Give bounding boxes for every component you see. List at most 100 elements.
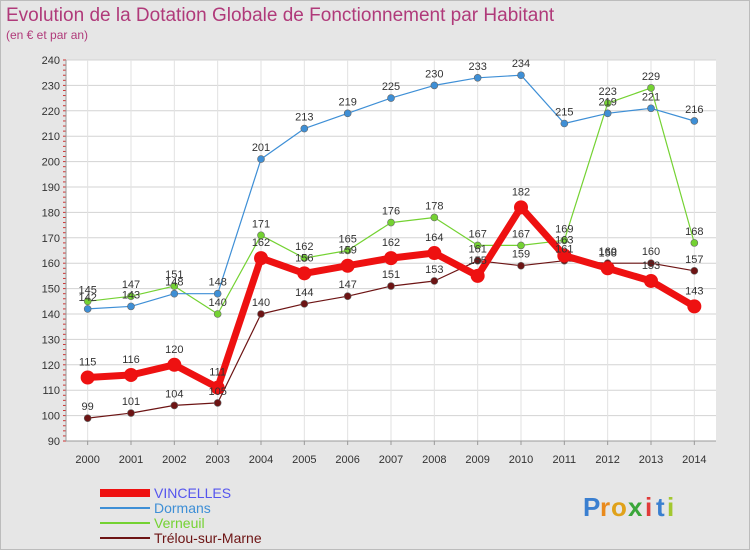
data-point xyxy=(300,124,309,133)
logo-letter: t xyxy=(656,492,665,522)
data-point xyxy=(384,251,398,266)
data-point xyxy=(297,266,312,281)
data-point xyxy=(430,81,439,90)
data-label: 219 xyxy=(598,96,616,108)
legend-label: VINCELLES xyxy=(154,485,231,501)
data-label: 234 xyxy=(512,58,530,70)
data-label: 120 xyxy=(165,344,183,356)
data-point xyxy=(690,239,699,247)
data-label: 162 xyxy=(252,237,270,249)
data-point xyxy=(213,289,222,298)
data-label: 182 xyxy=(512,186,530,198)
data-label: 225 xyxy=(382,81,400,93)
data-point xyxy=(430,277,439,285)
data-point xyxy=(254,251,268,266)
data-label: 151 xyxy=(165,269,183,281)
y-tick-label: 200 xyxy=(42,157,60,169)
data-label: 101 xyxy=(122,396,140,408)
data-label: 223 xyxy=(598,86,616,98)
x-tick-label: 2010 xyxy=(509,454,533,466)
y-tick-label: 230 xyxy=(42,80,60,92)
x-tick-label: 2014 xyxy=(682,454,706,466)
data-label: 161 xyxy=(468,244,486,256)
data-point xyxy=(300,300,309,308)
data-point xyxy=(473,256,482,265)
data-point xyxy=(690,267,699,275)
data-point xyxy=(644,273,658,288)
gridlines xyxy=(66,59,716,442)
data-point xyxy=(557,248,572,263)
data-label: 230 xyxy=(425,68,443,80)
data-label: 105 xyxy=(208,386,226,398)
data-label: 167 xyxy=(512,228,530,240)
data-label: 165 xyxy=(338,234,356,246)
y-tick-label: 160 xyxy=(42,258,60,270)
data-label: 143 xyxy=(685,285,703,297)
x-tick-label: 2013 xyxy=(639,454,663,466)
legend-label: Dormans xyxy=(154,500,211,516)
data-label: 162 xyxy=(295,241,313,253)
data-label: 145 xyxy=(78,284,96,296)
y-tick-label: 130 xyxy=(42,334,60,346)
data-label: 160 xyxy=(598,246,616,258)
data-label: 229 xyxy=(642,71,660,83)
data-label: 157 xyxy=(685,254,703,266)
logo-letter: P xyxy=(583,492,600,522)
data-label: 142 xyxy=(78,292,96,304)
data-point xyxy=(167,357,182,372)
data-label: 168 xyxy=(685,226,703,238)
data-label: 153 xyxy=(642,260,660,272)
y-tick-label: 90 xyxy=(48,436,60,448)
data-point xyxy=(517,241,525,250)
data-label: 140 xyxy=(252,297,270,309)
data-label: 221 xyxy=(642,91,660,103)
data-label: 148 xyxy=(208,277,226,289)
data-point xyxy=(257,155,265,163)
data-point xyxy=(170,401,179,410)
data-label: 111 xyxy=(209,367,226,379)
data-point xyxy=(690,117,699,125)
chart-title: Evolution de la Dotation Globale de Fonc… xyxy=(6,5,555,26)
legend-label: Verneuil xyxy=(154,515,205,531)
data-point xyxy=(80,370,95,385)
data-point xyxy=(213,310,222,318)
data-label: 162 xyxy=(382,237,400,249)
y-tick-label: 170 xyxy=(42,233,60,245)
data-label: 176 xyxy=(382,206,400,218)
data-label: 147 xyxy=(122,279,140,291)
logo-letter: o xyxy=(611,492,627,522)
data-point xyxy=(210,380,225,395)
data-point xyxy=(83,305,92,313)
data-point xyxy=(387,282,395,290)
data-label: 140 xyxy=(208,297,226,309)
data-point xyxy=(83,297,92,306)
data-label: 213 xyxy=(295,112,313,124)
data-point xyxy=(170,282,179,290)
x-tick-label: 2009 xyxy=(465,454,489,466)
logo-letter: i xyxy=(645,492,652,522)
x-tick-label: 2006 xyxy=(335,454,359,466)
y-tick-label: 140 xyxy=(42,309,60,321)
data-label: 169 xyxy=(555,223,573,235)
data-label: 115 xyxy=(79,357,97,369)
x-tick-label: 2012 xyxy=(595,454,619,466)
data-point xyxy=(647,84,655,92)
data-label: 155 xyxy=(468,255,486,267)
data-label: 201 xyxy=(252,142,270,154)
data-point xyxy=(514,200,528,215)
x-tick-label: 2011 xyxy=(553,454,577,466)
x-tick-label: 2005 xyxy=(292,454,316,466)
data-label: 156 xyxy=(295,252,313,264)
data-point xyxy=(473,73,482,82)
y-tick-label: 100 xyxy=(42,411,60,423)
data-label: 143 xyxy=(122,289,140,301)
data-label: 159 xyxy=(338,245,356,257)
data-point xyxy=(473,241,482,250)
axes: 90 100 110 120 130 140 150 160 170 180 190 200 210 22… xyxy=(42,55,716,466)
y-tick-label: 190 xyxy=(42,182,60,194)
data-point xyxy=(560,119,569,128)
data-point xyxy=(517,261,525,270)
data-label: 164 xyxy=(425,232,443,244)
y-tick-label: 120 xyxy=(42,360,60,372)
data-label: 215 xyxy=(555,107,573,119)
